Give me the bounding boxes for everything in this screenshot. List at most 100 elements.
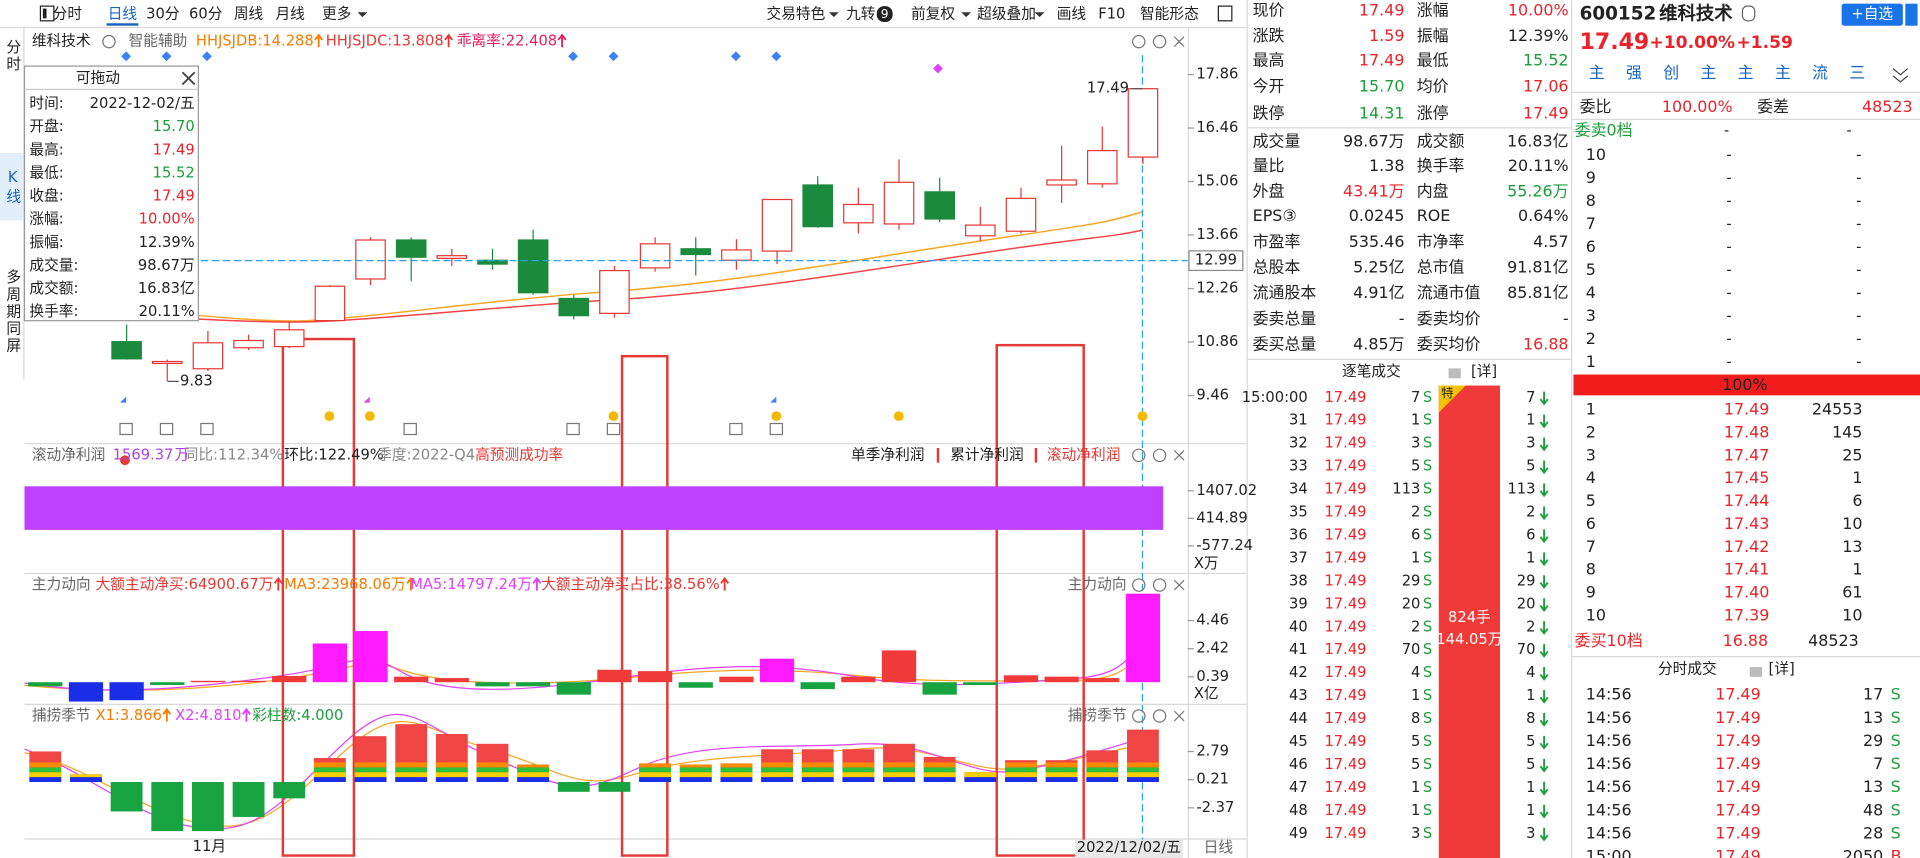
popup-value: 12.39% (139, 234, 195, 251)
feature-button[interactable]: 主 (1700, 63, 1716, 82)
add-favorite-button[interactable] (1841, 3, 1903, 26)
toolbar-button[interactable]: 前复权 (911, 5, 955, 23)
tick-time: 40 (1289, 618, 1308, 635)
period-tab[interactable]: 日线 (108, 6, 138, 23)
tick-volume: 1 (1411, 687, 1420, 704)
toolbar-button[interactable]: 智能形态 (1140, 5, 1199, 23)
candle-body (965, 224, 996, 237)
legend-item[interactable]: 累计净利润 (950, 446, 1023, 463)
level-price: 17.41 (1724, 560, 1770, 579)
period-tab[interactable]: 30分 (146, 6, 180, 23)
period-tab[interactable]: 分时 (53, 6, 83, 23)
quote-label: 成交量 (1253, 131, 1301, 150)
quote-label: 今开 (1253, 76, 1285, 95)
tick-volume-right: 1 (1526, 412, 1535, 429)
level-volume: 24553 (1812, 400, 1863, 419)
quote-value: 15.52 (1523, 51, 1569, 70)
tick-price: 17.49 (1324, 779, 1366, 796)
down-arrow (1539, 460, 1549, 475)
add-favorite[interactable]: +自选 (1851, 6, 1893, 23)
bar-stripe (679, 767, 712, 773)
feature-button[interactable]: 创 (1663, 63, 1679, 82)
tick-side: S (1423, 526, 1432, 543)
legend-item[interactable]: 滚动净利润 (1047, 446, 1120, 463)
tick-price: 17.49 (1324, 664, 1366, 681)
bar-stripe (29, 762, 62, 768)
toolbar-button[interactable]: 画线 (1057, 6, 1087, 23)
period-tab[interactable]: 月线 (276, 6, 306, 23)
bar-stripe (517, 767, 550, 773)
panel-icons[interactable] (102, 34, 1185, 723)
profit-item: 环比:122.49% (284, 446, 384, 463)
period-tab[interactable]: 60分 (189, 6, 223, 23)
tick-side: S (1423, 687, 1432, 704)
toolbar-button[interactable]: 九转 (846, 6, 876, 23)
quote-value: 43.41万 (1343, 182, 1404, 201)
sidebar-tab[interactable]: K线 (4, 169, 21, 206)
toolbar-button[interactable]: 交易特色 (767, 5, 826, 23)
detail-link[interactable]: [详] (1769, 661, 1795, 678)
trade-side: S (1891, 800, 1901, 819)
y-tick-label: 414.89 (1196, 509, 1247, 526)
level-price: - (1726, 285, 1731, 302)
toolbar-icon[interactable] (1217, 5, 1233, 22)
down-arrow (1539, 644, 1549, 658)
quote-value: 5.25亿 (1353, 258, 1404, 277)
legend-item[interactable]: 单季净利润 (851, 446, 924, 463)
bar-stripe (801, 772, 834, 778)
level-volume: - (1856, 169, 1861, 186)
flow-bar (1044, 676, 1079, 683)
tick-side: S (1423, 802, 1432, 819)
tick-price: 17.49 (1324, 825, 1366, 842)
quote-label: 涨停 (1417, 103, 1449, 122)
up-arrow (314, 33, 324, 48)
quote-label: 流通股本 (1253, 283, 1317, 302)
crosshair-box (1188, 250, 1244, 272)
trade-side: S (1891, 685, 1901, 704)
period-tab[interactable]: 更多 (322, 6, 351, 23)
feature-button[interactable]: 主 (1775, 63, 1791, 82)
low-label: 9.83 (180, 372, 213, 389)
trade-time: 14:56 (1586, 824, 1632, 843)
tick-volume: 7 (1411, 389, 1420, 406)
feature-button[interactable]: 主 (1738, 63, 1754, 82)
down-arrow (1539, 758, 1549, 773)
toolbar-icon[interactable] (39, 5, 55, 22)
trade-side: S (1891, 824, 1901, 843)
popup-close[interactable] (181, 71, 196, 86)
level-volume: - (1856, 215, 1861, 232)
expand-icon[interactable] (1892, 68, 1909, 83)
feature-button[interactable]: 流 (1812, 63, 1828, 82)
popup[interactable] (23, 65, 199, 322)
flow-bar (719, 676, 754, 683)
toolbar-button[interactable]: F10 (1098, 6, 1125, 23)
flow-bar (516, 682, 551, 687)
tick-volume-right: 2 (1526, 618, 1535, 635)
season-bar (151, 781, 184, 832)
sidebar-tab[interactable]: 多周期同屏 (4, 269, 21, 355)
sidebar-tab[interactable]: 分时 (4, 39, 21, 73)
level-price: - (1726, 238, 1731, 255)
bar-stripe (761, 772, 793, 778)
indicator-value: MA5:14797.24万 (410, 576, 532, 593)
toolbar-button[interactable]: 超级叠加 (977, 6, 1036, 23)
feature-button[interactable]: 主 (1589, 63, 1605, 82)
popup-label: 最低: (29, 164, 63, 181)
feature-button[interactable]: 三 (1849, 63, 1865, 82)
popup-label: 开盘: (29, 117, 63, 135)
bar-stripe (679, 777, 712, 782)
assist-label[interactable]: 智能辅助 (129, 32, 188, 50)
detail-link[interactable]: [详] (1471, 363, 1497, 380)
feature-button[interactable]: 强 (1626, 63, 1642, 82)
bar-stripe (1127, 777, 1159, 782)
tick-side: S (1423, 779, 1432, 796)
period-tab[interactable]: 周线 (234, 6, 264, 23)
tab-underline (106, 23, 139, 26)
quote-label: 振幅 (1417, 26, 1449, 45)
flow-bar (434, 678, 469, 683)
candle-body (1086, 149, 1118, 185)
tick-price: 17.49 (1324, 481, 1366, 498)
quote-label: 现价 (1253, 1, 1285, 20)
up-arrow (720, 576, 730, 591)
add-favorite-dropdown[interactable] (1905, 3, 1918, 26)
